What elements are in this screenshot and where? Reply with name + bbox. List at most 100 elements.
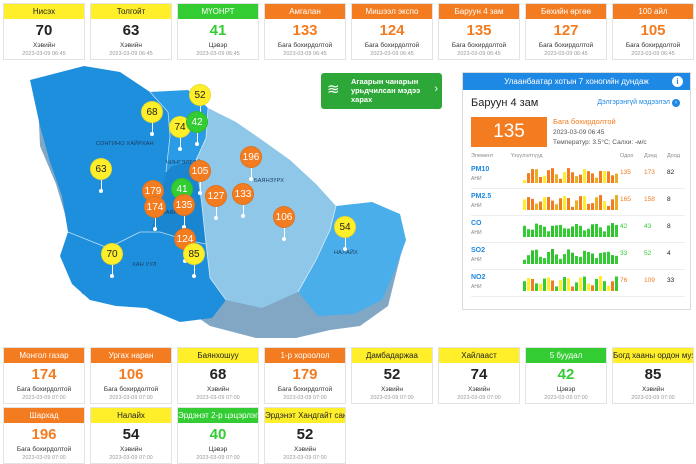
hourly-bar bbox=[607, 225, 610, 237]
more-info-link[interactable]: Дэлгэрэнгүй мэдээлэл › bbox=[597, 99, 680, 107]
station-marker[interactable]: 85 bbox=[183, 243, 205, 278]
station-card-status: Бага бохирдолтой bbox=[103, 386, 159, 393]
station-marker[interactable]: 54 bbox=[334, 216, 356, 251]
hourly-bar bbox=[615, 276, 618, 291]
station-card[interactable]: Шархад 196 Бага бохирдолтой 2023-03-09 07:0… bbox=[3, 407, 85, 464]
marker-stem bbox=[284, 228, 285, 238]
station-marker[interactable]: 127 bbox=[205, 185, 227, 220]
station-card[interactable]: Хайлааст 74 Хэвийн 2023-03-09 07:00 bbox=[438, 347, 520, 404]
station-card[interactable]: 1-р хороолол 179 Бага бохирдолтой 2023-03-0… bbox=[264, 347, 346, 404]
station-card[interactable]: Монгол газар 174 Бага бохирдолтой 2023-03-0… bbox=[3, 347, 85, 404]
station-card[interactable]: Ургах наран 106 Бага бохирдолтой 2023-03-09… bbox=[90, 347, 172, 404]
hourly-bar bbox=[527, 229, 530, 237]
info-icon[interactable]: i bbox=[672, 76, 683, 87]
hourly-bar bbox=[527, 278, 530, 291]
station-marker-value: 85 bbox=[183, 243, 205, 265]
station-card-value: 70 bbox=[35, 22, 53, 39]
hourly-bar bbox=[611, 223, 614, 237]
col-header-now: Одоо bbox=[620, 153, 634, 159]
hourly-bar bbox=[587, 252, 590, 264]
hourly-bar bbox=[599, 253, 602, 264]
hourly-bar bbox=[591, 224, 594, 237]
hourly-bar bbox=[603, 231, 606, 237]
station-card[interactable]: Баянхошуу 68 Хэвийн 2023-03-09 07:00 bbox=[177, 347, 259, 404]
hourly-bar bbox=[563, 277, 566, 291]
station-marker[interactable]: 42 bbox=[186, 111, 208, 146]
station-marker-value: 127 bbox=[205, 185, 227, 207]
marker-dot bbox=[195, 142, 199, 146]
chevron-right-icon: › bbox=[434, 83, 438, 95]
hourly-bar bbox=[539, 225, 542, 237]
marker-stem bbox=[101, 180, 102, 190]
station-card-name: Эрдэнэт Хандгайт сан bbox=[265, 408, 345, 423]
marker-stem bbox=[152, 123, 153, 133]
pollutant-row: NO2 АНИ 76 109 33 bbox=[471, 271, 685, 297]
hourly-bar bbox=[575, 200, 578, 210]
station-card[interactable]: Мишээл экспо 124 Бага бохирдолтой 2023-03-0… bbox=[351, 3, 433, 60]
station-card[interactable]: 100 айл 105 Бага бохирдолтой 2023-03-09 06:… bbox=[612, 3, 694, 60]
station-card-time: 2023-03-09 07:00 bbox=[370, 395, 414, 401]
station-card[interactable]: Нисэх 70 Хэвийн 2023-03-09 06:45 bbox=[3, 3, 85, 60]
station-card[interactable]: Эрдэнэт Хандгайт сан 52 Хэвийн 2023-03-09 0… bbox=[264, 407, 346, 464]
station-card[interactable]: Дамбадаржаа 52 Хэвийн 2023-03-09 07:00 bbox=[351, 347, 433, 404]
station-card[interactable]: Баруун 4 зам 135 Бага бохирдолтой 2023-03-0… bbox=[438, 3, 520, 60]
station-marker[interactable]: 70 bbox=[101, 243, 123, 278]
station-marker[interactable]: 135 bbox=[173, 194, 195, 229]
col-header-min: Доод bbox=[667, 153, 680, 159]
hourly-bar bbox=[523, 259, 526, 264]
station-marker[interactable]: 105 bbox=[189, 160, 211, 195]
station-card-value: 42 bbox=[557, 366, 575, 383]
station-card[interactable]: Налайх 54 Хэвийн 2023-03-09 07:00 bbox=[90, 407, 172, 464]
hourly-bar bbox=[523, 180, 526, 183]
hourly-bar bbox=[611, 255, 614, 264]
station-card[interactable]: 5 буудал 42 Цэвэр 2023-03-09 07:00 bbox=[525, 347, 607, 404]
hourly-bar bbox=[535, 283, 538, 291]
station-card[interactable]: Бөхийн өргөө 127 Бага бохирдолтой 2023-03-0… bbox=[525, 3, 607, 60]
station-card-value: 127 bbox=[553, 22, 579, 39]
station-card[interactable]: Эрдэнэт 2-р цэцэрлэг 40 Цэвэр 2023-03-09 07… bbox=[177, 407, 259, 464]
hourly-bar bbox=[603, 171, 606, 183]
hourly-bar bbox=[591, 203, 594, 210]
station-card[interactable]: Богд хааны ордон музей 85 Хэвийн 2023-03-09… bbox=[612, 347, 694, 404]
station-card-name: МҮОНРТ bbox=[178, 4, 258, 19]
pollutant-name: PM2.5 bbox=[471, 193, 492, 200]
city-map[interactable]: СОНГИНО ХАЙРХАН ЧИНГЭЛТЭЙ БАЯНЗҮРХ НАЛАЙ… bbox=[0, 56, 460, 346]
station-card[interactable]: Толгойт 63 Хэвийн 2023-03-09 06:45 bbox=[90, 3, 172, 60]
hourly-bar bbox=[531, 279, 534, 291]
district-label-chingeltei: ЧИНГЭЛТЭЙ bbox=[166, 160, 202, 166]
station-card-time: 2023-03-09 07:00 bbox=[283, 455, 327, 461]
hourly-bar bbox=[547, 170, 550, 183]
station-card-status: Хэвийн bbox=[381, 386, 403, 393]
hourly-bar bbox=[551, 249, 554, 264]
station-marker[interactable]: 106 bbox=[273, 206, 295, 241]
station-card-name: Бөхийн өргөө bbox=[526, 4, 606, 19]
pollutant-unit: АНИ bbox=[471, 284, 482, 290]
station-card[interactable]: МҮОНРТ 41 Цэвэр 2023-03-09 06:45 bbox=[177, 3, 259, 60]
hourly-bar bbox=[583, 196, 586, 210]
hourly-bar bbox=[571, 252, 574, 264]
station-marker-value: 106 bbox=[273, 206, 295, 228]
hourly-bar bbox=[583, 169, 586, 183]
marker-dot bbox=[178, 147, 182, 151]
station-marker[interactable]: 68 bbox=[141, 101, 163, 136]
hourly-bars bbox=[523, 249, 618, 264]
station-marker[interactable]: 174 bbox=[144, 196, 166, 231]
forecast-button[interactable]: ≋ Агаарын чанарын урьдчилсан мэдээ харах… bbox=[321, 73, 442, 109]
hourly-bars bbox=[523, 168, 618, 183]
hourly-bar bbox=[575, 176, 578, 183]
marker-dot bbox=[241, 214, 245, 218]
station-card-value: 105 bbox=[640, 22, 666, 39]
station-card-name: Мишээл экспо bbox=[352, 4, 432, 19]
station-marker[interactable]: 63 bbox=[90, 158, 112, 193]
station-card[interactable]: Амгалан 133 Бага бохирдолтой 2023-03-09 06:… bbox=[264, 3, 346, 60]
station-marker[interactable]: 133 bbox=[232, 183, 254, 218]
station-marker[interactable]: 74 bbox=[169, 116, 191, 151]
station-card-name: 100 айл bbox=[613, 4, 693, 19]
station-card-status: Бага бохирдолтой bbox=[277, 42, 333, 49]
station-card-status: Хэвийн bbox=[120, 42, 142, 49]
hourly-bar bbox=[535, 203, 538, 210]
station-marker[interactable]: 196 bbox=[240, 146, 262, 181]
station-card-status: Цэвэр bbox=[208, 42, 228, 49]
hourly-bar bbox=[583, 276, 586, 291]
station-card-time: 2023-03-09 06:45 bbox=[196, 51, 240, 57]
